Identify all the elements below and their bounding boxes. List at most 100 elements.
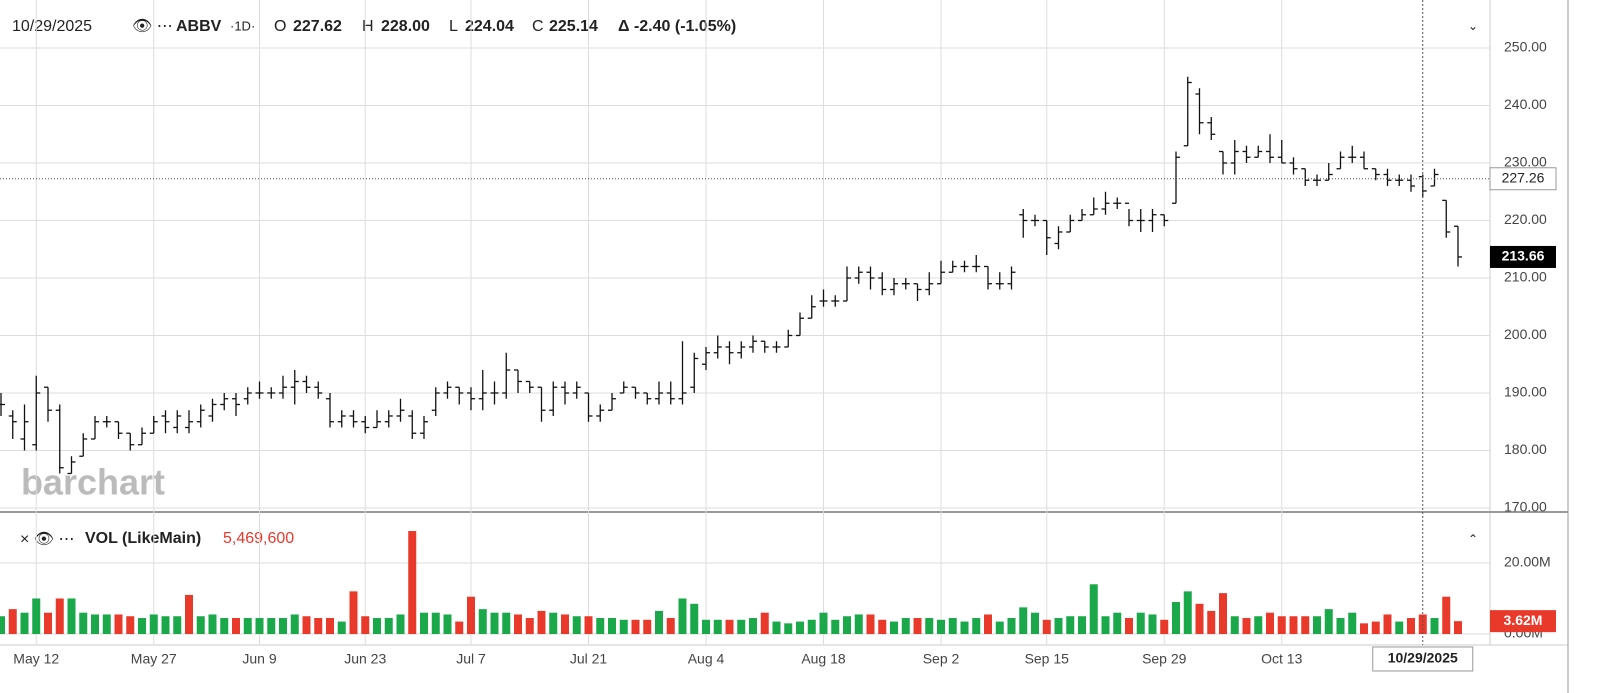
volume-bar (937, 619, 945, 634)
x-tick-label: Jul 21 (570, 651, 608, 667)
volume-bar (537, 610, 546, 634)
volume-bar (854, 614, 863, 634)
volume-bar (1136, 612, 1145, 634)
close-icon[interactable]: × 👁 ⋯ (20, 531, 75, 548)
volume-bar (960, 621, 969, 634)
volume-bar (20, 612, 29, 634)
open: 227.62 (293, 18, 342, 35)
volume-bar (678, 598, 687, 634)
c-key: C (532, 18, 544, 35)
volume-bar (702, 619, 710, 634)
volume-bar (44, 612, 52, 634)
volume-bar (925, 618, 934, 634)
volume-bar (525, 618, 534, 634)
volume-bar (1078, 616, 1086, 634)
volume-bar (243, 618, 252, 634)
y-tick-label: 170.00 (1504, 499, 1547, 515)
volume-bar (655, 610, 663, 634)
volume-bar (279, 618, 287, 634)
volume-bar (749, 618, 757, 634)
volume-bar (1172, 602, 1180, 634)
volume-title: VOL (LikeMain) (85, 530, 201, 547)
volume-bar (913, 618, 922, 634)
volume-bar (8, 609, 17, 634)
volume-bar (443, 614, 452, 634)
volume-bar (55, 598, 64, 634)
volume-bar (1254, 616, 1263, 634)
x-tick-label: May 12 (13, 651, 59, 667)
volume-bar (0, 616, 5, 634)
volume-bar (549, 612, 558, 634)
eye-icon[interactable]: 👁 ⋯ (132, 18, 173, 35)
y-tick-label: 200.00 (1504, 326, 1547, 342)
volume-bar (255, 618, 264, 634)
volume-bar (373, 618, 381, 634)
volume-bar (1454, 621, 1462, 634)
volume-bar (102, 614, 111, 634)
x-tick-label: Oct 13 (1261, 651, 1302, 667)
volume-bar (1066, 616, 1075, 634)
volume-bar (349, 591, 358, 634)
volume-bar (314, 618, 323, 634)
volume-bar (1195, 603, 1204, 634)
change: Δ -2.40 (-1.05%) (618, 18, 736, 35)
y-tick-label: 220.00 (1504, 211, 1547, 227)
volume-bar (67, 598, 76, 634)
volume-bar (1219, 593, 1227, 634)
volume-bar (1242, 618, 1251, 634)
x-tick-label: Jun 23 (344, 651, 386, 667)
volume-bar (1395, 621, 1404, 634)
l-key: L (449, 18, 458, 35)
volume-bar (772, 621, 781, 634)
volume-bar (267, 618, 276, 634)
x-tick-label: Jun 9 (242, 651, 276, 667)
crosshair-date: 10/29/2025 (1388, 650, 1458, 666)
volume-bar (1277, 616, 1286, 634)
volume-bar (1336, 618, 1345, 634)
volume-bar (843, 616, 851, 634)
collapse-button[interactable]: ⌄ (1468, 19, 1478, 33)
volume-bar (1019, 607, 1028, 634)
volume-bar (1313, 616, 1321, 634)
volume-bar (878, 619, 887, 634)
volume-bar (185, 594, 193, 634)
o-key: O (274, 18, 286, 35)
volume-bar (420, 612, 428, 634)
volume-bar (114, 614, 123, 634)
volume-bar (1007, 618, 1016, 634)
volume-bar (290, 614, 299, 634)
volume-bar (1430, 618, 1439, 634)
volume-bar (737, 619, 746, 634)
volume-bar (1160, 619, 1169, 634)
volume-bar (866, 614, 875, 634)
volume-value: 5,469,600 (223, 530, 294, 547)
volume-bar (1230, 616, 1239, 634)
expand-button[interactable]: ⌃ (1468, 532, 1478, 546)
volume-bar (514, 614, 522, 634)
volume-bar (948, 618, 957, 634)
volume-bar (596, 618, 605, 634)
volume-bar (901, 618, 910, 634)
volume-bar (760, 612, 769, 634)
volume-bar (161, 616, 170, 634)
volume-bar (713, 619, 722, 634)
volume-bar (690, 603, 699, 634)
last-volume-badge (1490, 610, 1556, 633)
volume-bar (384, 618, 393, 634)
last-volume: 3.62M (1504, 612, 1543, 628)
volume-bar (1383, 614, 1392, 634)
volume-bar (1324, 609, 1333, 634)
volume-bar (79, 612, 88, 634)
volume-bar (807, 619, 816, 634)
volume-bar (337, 621, 346, 634)
volume-bar (831, 619, 840, 634)
volume-bar (1101, 616, 1110, 634)
volume-bar (232, 618, 240, 634)
volume-bar (173, 616, 182, 634)
crosshair-price-badge (1489, 167, 1557, 191)
volume-bar (1289, 616, 1298, 634)
volume-bar (138, 618, 146, 634)
volume-bar (584, 616, 593, 634)
